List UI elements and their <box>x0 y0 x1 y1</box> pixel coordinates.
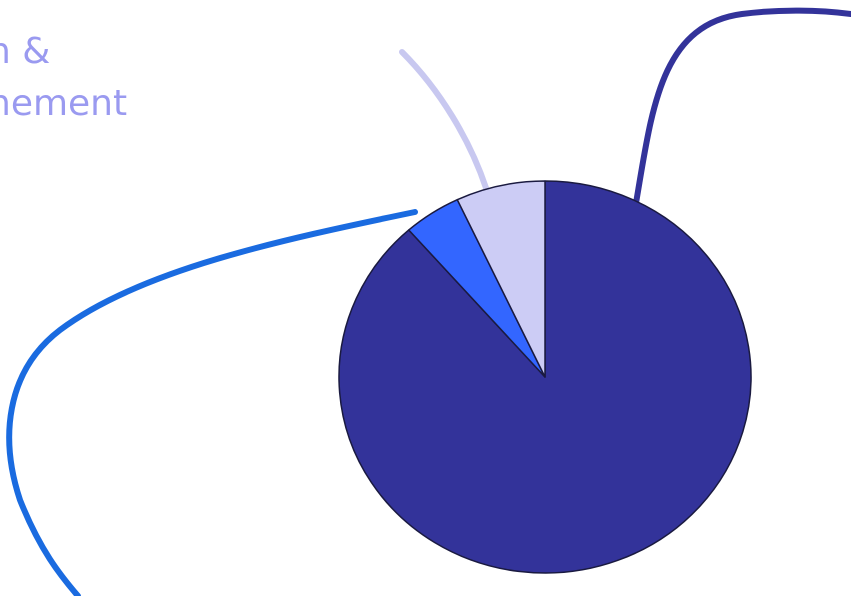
leader-line-accent <box>6 209 418 596</box>
leader-line-main <box>633 7 851 206</box>
pie-slice-3 <box>456 180 546 378</box>
pie-slices <box>338 180 752 574</box>
leader-line-light <box>399 49 489 191</box>
label-line-1: n & <box>0 31 51 72</box>
label-line-2: nement <box>0 83 128 124</box>
partial-category-label: n & nement <box>0 26 127 130</box>
